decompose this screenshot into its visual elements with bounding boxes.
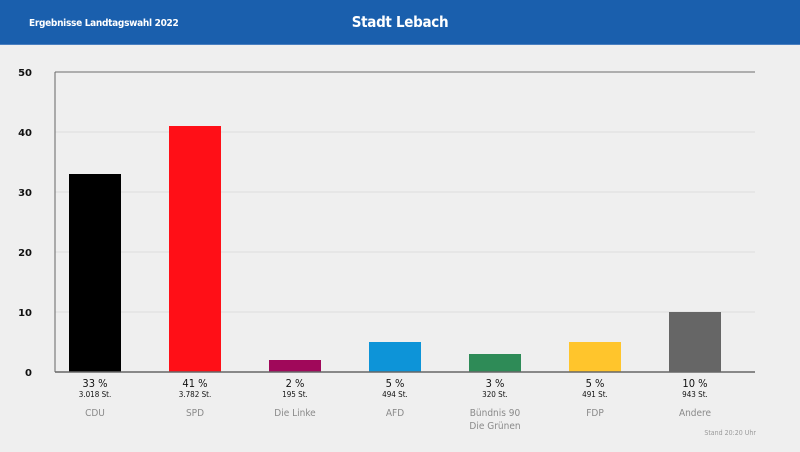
bar-2	[269, 360, 321, 372]
votes-label: 491 St.	[582, 390, 608, 399]
percent-label: 33 %	[82, 377, 108, 390]
y-tick-label: 0	[25, 368, 32, 379]
category-label-group: 33 % 3.018 St. CDU	[45, 377, 145, 420]
percent-label: 2 %	[285, 377, 305, 390]
votes-label: 3.018 St.	[78, 390, 112, 399]
votes-label: 943 St.	[682, 390, 708, 399]
x-tick-label: AFD	[385, 408, 405, 419]
votes-label: 3.782 St.	[178, 390, 212, 399]
bar-1	[169, 126, 221, 372]
percent-label: 3 %	[485, 377, 505, 390]
y-tick-label: 50	[18, 68, 32, 79]
category-label-group: 41 % 3.782 St. SPD	[145, 377, 245, 420]
percent-label: 5 %	[585, 377, 605, 390]
percent-label: 41 %	[182, 377, 208, 390]
category-label-group: 5 % 491 St. FDP	[545, 377, 645, 420]
bar-5	[569, 342, 621, 372]
votes-label: 494 St.	[382, 390, 408, 399]
timestamp: Stand 20:20 Uhr	[704, 429, 756, 437]
votes-label: 320 St.	[482, 390, 508, 399]
votes-label: 195 St.	[282, 390, 308, 399]
percent-label: 5 %	[385, 377, 405, 390]
x-tick-label: SPD	[185, 408, 205, 419]
y-tick-label: 40	[18, 128, 32, 139]
header: Ergebnisse Landtagswahl 2022 Stadt Lebac…	[0, 0, 800, 45]
category-label-group: 2 % 195 St. Die Linke	[245, 377, 345, 420]
category-label-group: 5 % 494 St. AFD	[345, 377, 445, 420]
x-tick-label: CDU	[85, 408, 105, 419]
bar-4	[469, 354, 521, 372]
bar-6	[669, 312, 721, 372]
y-tick-label: 10	[18, 308, 32, 319]
category-label-group: 10 % 943 St. Andere	[645, 377, 745, 420]
y-tick-label: 30	[18, 188, 32, 199]
x-tick-label: Andere	[678, 408, 712, 419]
bar-0	[69, 174, 121, 372]
bar-3	[369, 342, 421, 372]
x-tick-label: FDP	[586, 408, 604, 419]
subtitle: Ergebnisse Landtagswahl 2022	[29, 18, 179, 29]
y-tick-label: 20	[18, 248, 32, 259]
page-title: Stadt Lebach	[351, 13, 449, 31]
x-tick-label: Die Linke	[274, 408, 316, 419]
percent-label: 10 %	[682, 377, 708, 390]
x-tick-label: Bündnis 90 Die Grünen	[469, 408, 521, 432]
category-label-group: 3 % 320 St. Bündnis 90 Die Grünen	[445, 377, 545, 433]
